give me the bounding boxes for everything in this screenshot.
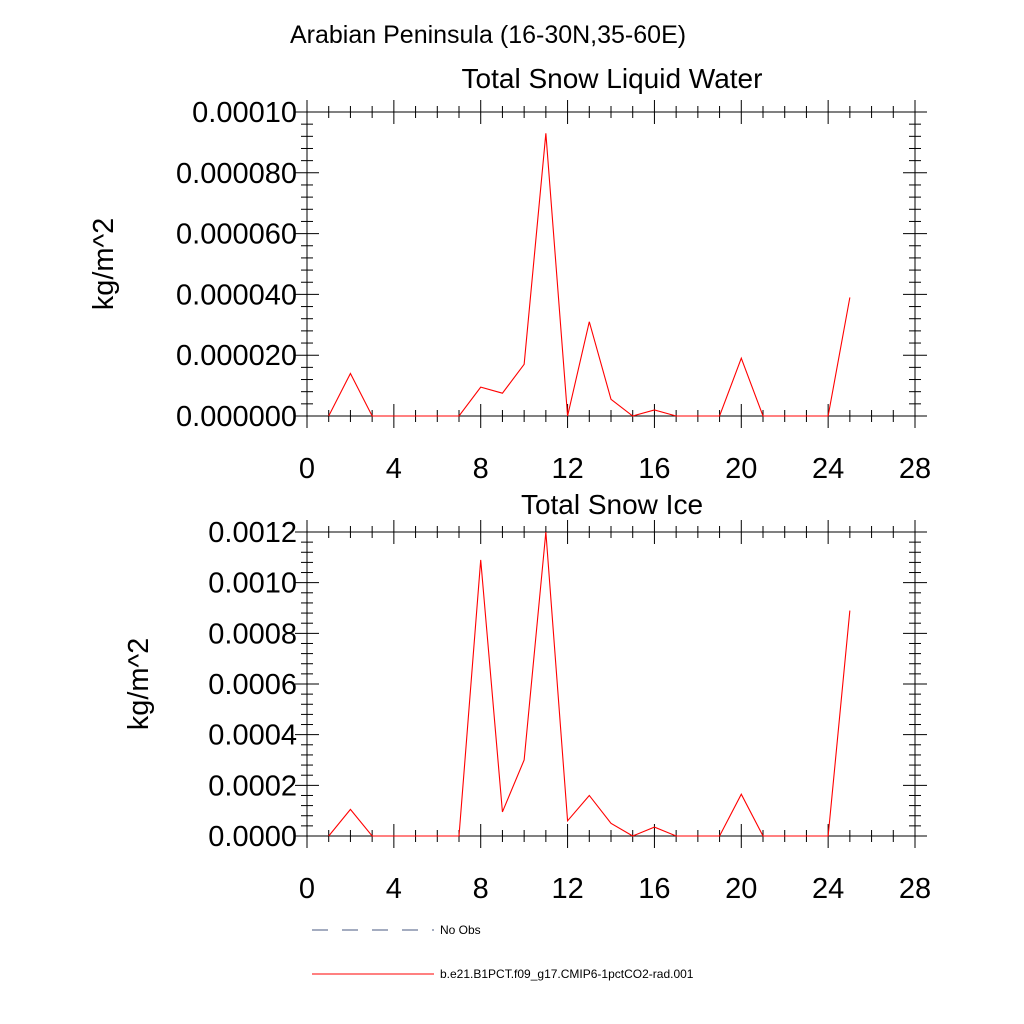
series-line xyxy=(328,531,851,837)
x-tick-label: 8 xyxy=(473,873,489,905)
x-tick-label: 20 xyxy=(725,873,757,905)
y-tick-label: 0.00010 xyxy=(192,97,297,129)
x-tick-label: 8 xyxy=(473,453,489,485)
y-tick-label: 0.0012 xyxy=(208,517,297,549)
legend: No Obs b.e21.B1PCT.f09_g17.CMIP6-1pctCO2… xyxy=(312,923,694,981)
y-tick-label: 0.000020 xyxy=(176,340,297,372)
x-tick-label: 12 xyxy=(551,873,583,905)
y-tick-label: 0.0000 xyxy=(208,821,297,853)
x-tick-label: 0 xyxy=(299,453,315,485)
y-tick-label: 0.0004 xyxy=(208,720,297,752)
chart-panel-liquid-water: Total Snow Liquid Water 0 4 8 12 16 20 24 28 0.0… xyxy=(88,63,931,485)
plot-frame xyxy=(306,111,916,417)
x-tick-label: 16 xyxy=(638,873,670,905)
x-tick-label: 16 xyxy=(638,453,670,485)
legend-label-model: b.e21.B1PCT.f09_g17.CMIP6-1pctCO2-rad.00… xyxy=(440,967,694,981)
y-axis-label: kg/m^2 xyxy=(123,638,155,731)
x-tick-label: 20 xyxy=(725,453,757,485)
legend-label-no-obs: No Obs xyxy=(440,923,481,937)
chart-title: Total Snow Liquid Water xyxy=(462,63,763,94)
x-tick-label: 0 xyxy=(299,873,315,905)
x-tick-label: 28 xyxy=(899,873,931,905)
y-tick-label: 0.0010 xyxy=(208,568,297,600)
plot-frame xyxy=(306,531,916,837)
x-tick-label: 4 xyxy=(386,453,402,485)
y-tick-label: 0.0002 xyxy=(208,770,297,802)
x-tick-label: 4 xyxy=(386,873,402,905)
x-tick-label: 24 xyxy=(812,873,844,905)
y-tick-label: 0.000080 xyxy=(176,158,297,190)
x-tick-label: 24 xyxy=(812,453,844,485)
y-tick-label: 0.000000 xyxy=(176,401,297,433)
y-tick-label: 0.000060 xyxy=(176,219,297,251)
x-tick-label: 28 xyxy=(899,453,931,485)
series-line xyxy=(328,133,851,417)
y-tick-label: 0.0006 xyxy=(208,669,297,701)
chart-panel-snow-ice: Total Snow Ice 0 4 8 12 16 20 24 28 0.0000 0.0002… xyxy=(123,489,931,905)
page-title: Arabian Peninsula (16-30N,35-60E) xyxy=(290,21,686,49)
x-tick-label: 12 xyxy=(551,453,583,485)
y-tick-label: 0.0008 xyxy=(208,618,297,650)
y-tick-label: 0.000040 xyxy=(176,279,297,311)
chart-title: Total Snow Ice xyxy=(521,489,703,520)
y-axis-label: kg/m^2 xyxy=(88,218,120,311)
